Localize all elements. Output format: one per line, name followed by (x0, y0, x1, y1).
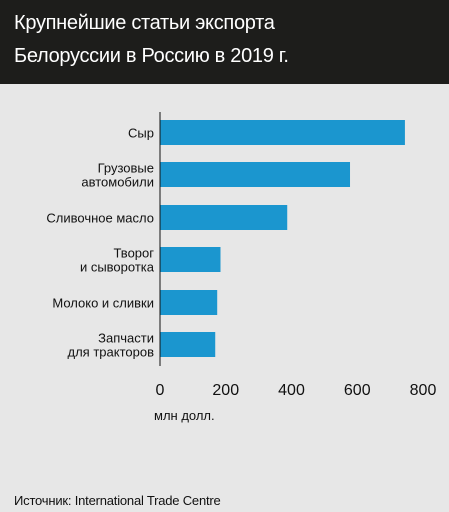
category-label-0-line-0: Сыр (128, 126, 154, 141)
bar-5 (160, 332, 216, 357)
category-label-3: Творог и сыворотка (80, 246, 155, 275)
x-tick-label-4: 800 (410, 382, 437, 399)
x-tick-label-3: 600 (344, 382, 371, 399)
title-bar: Крупнейшие статьи экспорта Белоруссии в … (0, 0, 449, 84)
chart-title-line-2: Белоруссии в Россию в 2019 г. (14, 45, 289, 67)
category-labels: Сыр Грузовые автомобили Сливочное масло Твор… (46, 126, 154, 360)
category-label-5-line-0: Запчасти (98, 331, 154, 346)
category-label-1-line-1: автомобили (81, 175, 154, 190)
bar-0 (160, 120, 405, 145)
category-label-3-line-0: Творог (113, 246, 154, 261)
bar-2 (160, 205, 288, 230)
bar-chart: Сыр Грузовые автомобили Сливочное масло Твор… (46, 112, 437, 423)
x-tick-label-2: 400 (278, 382, 305, 399)
bar-3 (160, 247, 221, 272)
source-note: Источник: International Trade Centre (14, 493, 221, 508)
category-label-5: Запчасти для тракторов (68, 331, 155, 360)
x-tick-labels: 0 200 400 600 800 (156, 382, 437, 399)
category-label-2-line-0: Сливочное масло (46, 211, 154, 226)
category-label-1-line-0: Грузовые (98, 161, 154, 176)
category-label-2: Сливочное масло (46, 211, 154, 226)
x-tick-label-0: 0 (156, 382, 165, 399)
category-label-4-line-0: Молоко и сливки (52, 296, 154, 311)
category-label-0: Сыр (128, 126, 154, 141)
category-label-1: Грузовые автомобили (81, 161, 154, 190)
bar-1 (160, 162, 351, 187)
bars-group (160, 120, 405, 357)
x-axis-label: млн долл. (154, 408, 215, 423)
category-label-3-line-1: и сыворотка (80, 260, 155, 275)
bar-4 (160, 290, 218, 315)
category-label-4: Молоко и сливки (52, 296, 154, 311)
category-label-5-line-1: для тракторов (68, 345, 155, 360)
x-tick-label-1: 200 (212, 382, 239, 399)
chart-title-line-1: Крупнейшие статьи экспорта (14, 12, 275, 34)
